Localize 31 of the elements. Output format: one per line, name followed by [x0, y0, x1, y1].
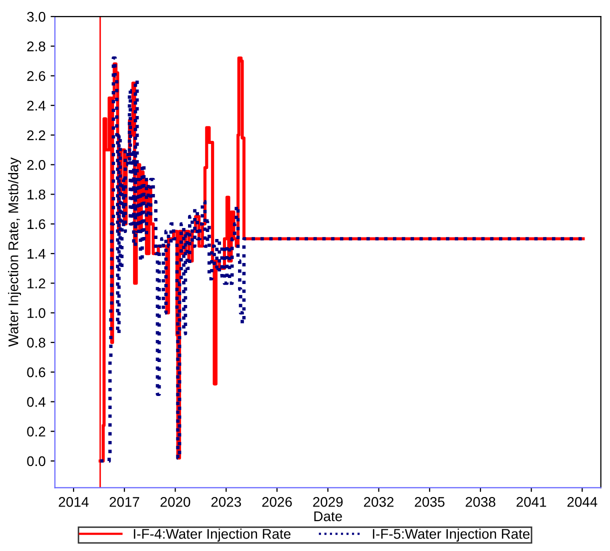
x-tick-label: 2044 — [567, 497, 598, 507]
x-tick-label: 2038 — [466, 497, 496, 507]
y-tick-label: 1.4 — [28, 249, 46, 259]
y-tick-label: 0.0 — [27, 456, 46, 466]
y-tick-label: 0.8 — [27, 338, 46, 348]
y-tick-label: 2.2 — [27, 130, 46, 140]
x-tick-label: 2041 — [516, 497, 546, 507]
y-tick-label: 1.8 — [28, 190, 46, 200]
x-tick-label: 2014 — [58, 497, 89, 507]
y-tick-label: 0.4 — [27, 397, 46, 407]
x-tick-label: 2029 — [313, 497, 343, 507]
x-tick-label: 2020 — [160, 497, 190, 507]
y-tick-label: 2.4 — [27, 100, 46, 110]
x-axis-title: Date — [314, 512, 342, 522]
y-axis-title: Water Injection Rate, Mstb/day — [8, 157, 22, 347]
y-tick-label: 1.6 — [28, 219, 46, 230]
y-tick-label: 2.6 — [27, 71, 46, 81]
x-tick-label: 2032 — [364, 497, 394, 507]
x-tick-label: 2017 — [110, 497, 140, 507]
x-tick-label: 2023 — [211, 497, 241, 507]
x-tick-label: 2035 — [414, 497, 444, 507]
legend-label: I-F-5:Water Injection Rate — [372, 528, 530, 542]
y-tick-label: 1.0 — [28, 308, 46, 318]
y-tick-label: 0.6 — [27, 367, 46, 378]
x-tick-label: 2026 — [262, 497, 292, 507]
y-tick-label: 2.0 — [27, 160, 46, 170]
legend-label: I-F-4:Water Injection Rate — [134, 528, 291, 542]
y-tick-label: 0.2 — [27, 426, 46, 437]
y-tick-label: 2.8 — [27, 41, 46, 52]
y-tick-label: 1.2 — [28, 278, 46, 288]
y-tick-label: 3.0 — [27, 12, 46, 22]
